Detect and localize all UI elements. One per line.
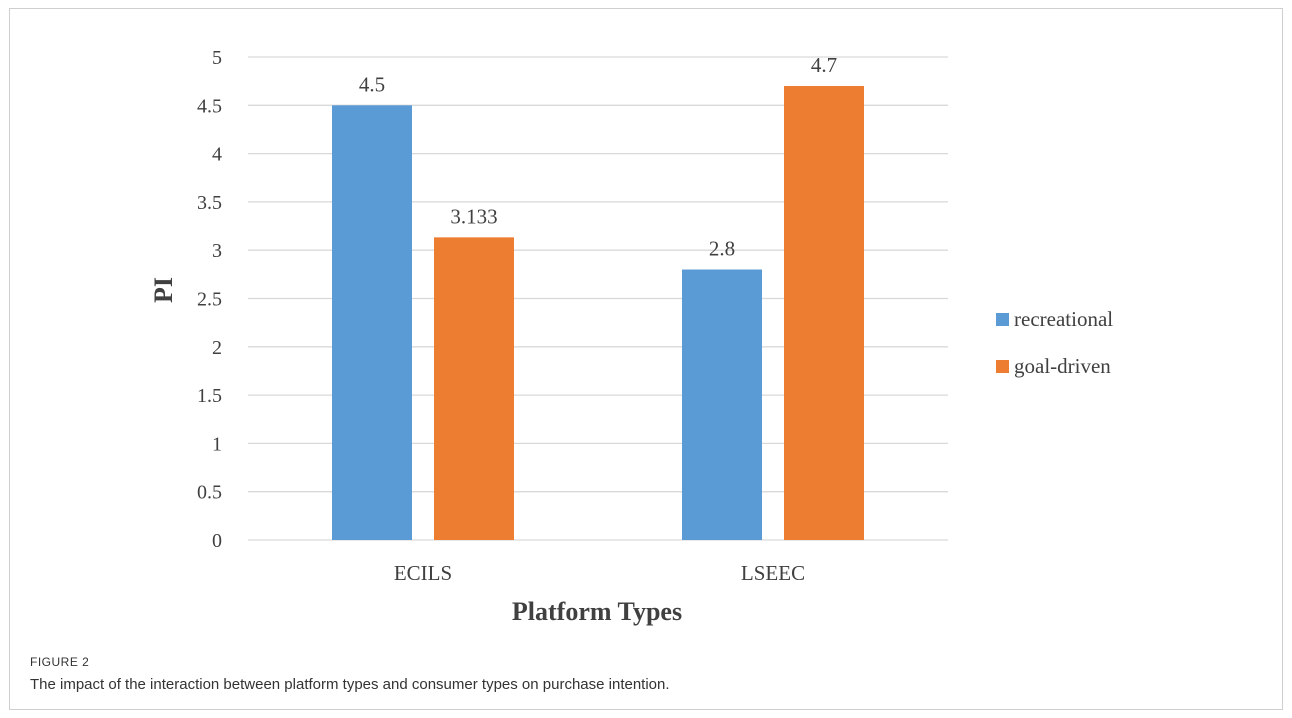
y-tick-label: 2 xyxy=(212,337,222,359)
data-label: 4.7 xyxy=(811,53,837,77)
figure-label: FIGURE 2 xyxy=(30,655,90,669)
bar-goal-driven-ECILS xyxy=(434,237,514,540)
y-tick-label: 2.5 xyxy=(197,289,222,311)
y-tick-label: 0 xyxy=(212,530,222,552)
bar-recreational-LSEEC xyxy=(682,269,762,540)
bar-recreational-ECILS xyxy=(332,105,412,541)
legend-swatch xyxy=(996,360,1009,373)
y-tick-label: 4.5 xyxy=(197,95,222,117)
figure-caption: The impact of the interaction between pl… xyxy=(30,676,670,693)
figure-frame xyxy=(9,8,1283,710)
y-tick-label: 3.5 xyxy=(197,192,222,214)
y-tick-label: 0.5 xyxy=(197,482,222,504)
y-axis-title: PI xyxy=(149,277,178,303)
y-tick-label: 1 xyxy=(212,433,222,455)
y-tick-label: 4 xyxy=(212,144,222,166)
data-label: 4.5 xyxy=(359,72,385,96)
legend: recreational goal-driven xyxy=(996,307,1113,378)
x-tick-label: LSEEC xyxy=(741,561,805,585)
bar-goal-driven-LSEEC xyxy=(784,85,864,540)
bars xyxy=(332,85,864,541)
y-tick-labels: 0 0.5 1 1.5 2 2.5 3 3.5 4 4.5 5 xyxy=(197,47,222,552)
bar-data-labels: 4.5 3.133 2.8 4.7 xyxy=(359,53,837,261)
y-tick-label: 5 xyxy=(212,47,222,69)
data-label: 3.133 xyxy=(450,204,497,228)
x-axis-title: Platform Types xyxy=(512,597,682,626)
y-tick-label: 1.5 xyxy=(197,385,222,407)
data-label: 2.8 xyxy=(709,237,735,261)
legend-label: recreational xyxy=(1014,307,1113,331)
x-tick-label: ECILS xyxy=(394,561,452,585)
legend-swatch xyxy=(996,313,1009,326)
legend-label: goal-driven xyxy=(1014,354,1111,378)
y-tick-label: 3 xyxy=(212,240,222,262)
bar-chart: 0 0.5 1 1.5 2 2.5 3 3.5 4 4.5 5 4.5 3.133 2.8 4.7 ECI… xyxy=(149,47,1113,626)
x-tick-labels: ECILS LSEEC xyxy=(394,561,805,585)
